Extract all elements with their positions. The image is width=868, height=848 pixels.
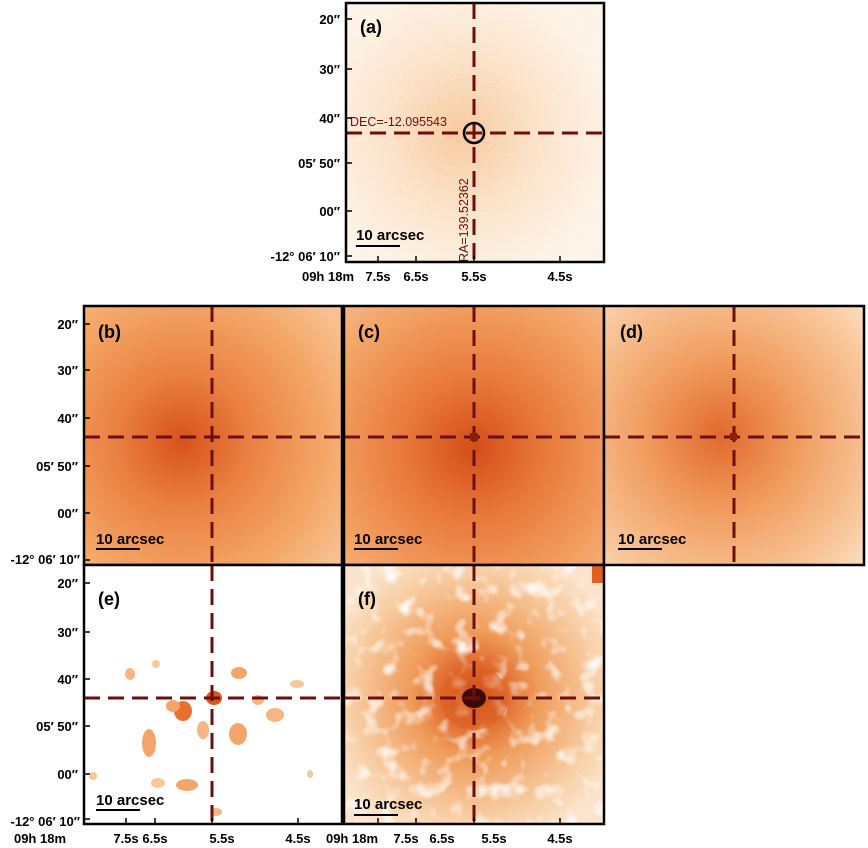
panel-f: (f) 10 arcsec [342, 563, 606, 826]
ra-tick-label: 4.5s [285, 831, 310, 846]
ra-tick-label: 7.5s [365, 269, 390, 284]
panel-e-frame [82, 563, 344, 826]
panel-c: (c) 10 arcsec [342, 304, 606, 567]
panel-a-source-circle [462, 121, 486, 145]
panel-e-dec-labels: 20″ 30″ 40″ 05′ 50″ 00″ -12° 06′ 10″ [11, 576, 80, 829]
dec-tick-label: 30″ [57, 625, 78, 640]
panel-d-frame [602, 304, 866, 567]
dec-tick-label: 40″ [57, 672, 78, 687]
dec-tick-label: 05′ 50″ [298, 156, 340, 171]
dec-tick-label: 00″ [57, 506, 78, 521]
panel-e-scale-label: 10 arcsec [96, 792, 164, 809]
dec-tick-label: 20″ [57, 576, 78, 591]
panel-e-letter: (e) [98, 589, 120, 609]
panel-a: DEC=-12.095543 RA=139.52362 (a) 10 arcse… [344, 1, 606, 264]
dec-tick-label: 20″ [57, 317, 78, 332]
dec-tick-label: 40″ [319, 111, 340, 126]
ra-tick-label: 7.5s [393, 831, 418, 846]
panel-f-corner-patch [592, 565, 604, 583]
panel-e: (e) 10 arcsec [82, 563, 344, 826]
panel-a-dec-labels: 20″ 30″ 40″ 05′ 50″ 00″ -12° 06′ 10″ [271, 12, 340, 264]
panel-f-letter: (f) [358, 589, 376, 609]
panel-e-ra-labels: 09h 18m 7.5s 6.5s 5.5s 4.5s [14, 831, 311, 846]
ra-tick-label: 4.5s [547, 269, 572, 284]
ra-tick-label: 6.5s [403, 269, 428, 284]
ra-tick-label: 5.5s [209, 831, 234, 846]
dec-tick-label: 30″ [57, 363, 78, 378]
panel-d-core [730, 433, 737, 440]
panel-d: (d) 10 arcsec [602, 304, 866, 567]
panel-f-scale-label: 10 arcsec [354, 796, 422, 813]
dec-tick-label: 30″ [319, 62, 340, 77]
dec-tick-label: -12° 06′ 10″ [11, 552, 80, 567]
panel-a-ra-annotation: RA=139.52362 [457, 178, 471, 262]
ra-tick-label: 7.5s [113, 831, 138, 846]
dec-tick-label: 00″ [319, 204, 340, 219]
dec-tick-label: 40″ [57, 411, 78, 426]
dec-tick-label: -12° 06′ 10″ [11, 814, 80, 829]
ra-tick-label: 6.5s [142, 831, 167, 846]
ra-tick-label: 09h 18m [14, 831, 66, 846]
panel-a-ra-labels: 09h 18m 7.5s 6.5s 5.5s 4.5s [302, 269, 573, 284]
ra-tick-label: 09h 18m [326, 831, 378, 846]
panel-c-core [470, 433, 478, 441]
panel-b-letter: (b) [98, 322, 121, 342]
ra-tick-label: 09h 18m [302, 269, 354, 284]
panel-d-scale-label: 10 arcsec [618, 531, 686, 548]
panel-c-scale-label: 10 arcsec [354, 531, 422, 548]
panel-a-dec-annotation: DEC=-12.095543 [350, 115, 447, 129]
panel-b-scale-label: 10 arcsec [96, 531, 164, 548]
dec-tick-label: 05′ 50″ [36, 459, 78, 474]
ra-tick-label: 5.5s [461, 269, 486, 284]
panel-c-letter: (c) [358, 322, 380, 342]
panel-a-letter: (a) [360, 17, 382, 37]
panel-b: (b) 10 arcsec [82, 304, 344, 567]
ra-tick-label: 4.5s [547, 831, 572, 846]
ra-tick-label: 5.5s [481, 831, 506, 846]
panel-d-letter: (d) [620, 322, 643, 342]
panel-b-dec-labels: 20″ 30″ 40″ 05′ 50″ 00″ -12° 06′ 10″ [11, 317, 80, 567]
panel-a-frame [344, 1, 606, 264]
ra-tick-label: 6.5s [429, 831, 454, 846]
panel-a-scale-label: 10 arcsec [356, 227, 424, 244]
panel-f-ra-labels: 09h 18m 7.5s 6.5s 5.5s 4.5s [326, 831, 573, 846]
dec-tick-label: 05′ 50″ [36, 719, 78, 734]
dec-tick-label: 20″ [319, 12, 340, 27]
panel-e-clumps [89, 660, 313, 816]
dec-tick-label: 00″ [57, 767, 78, 782]
dec-tick-label: -12° 06′ 10″ [271, 249, 340, 264]
tick-marks [84, 18, 561, 824]
